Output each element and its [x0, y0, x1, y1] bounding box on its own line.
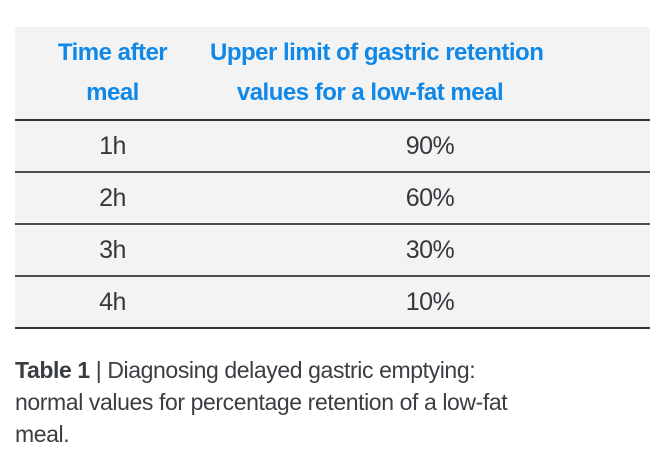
table-row: 1h 90% — [15, 121, 650, 173]
cell-time: 1h — [99, 131, 126, 160]
header-col2-line1: Upper limit of gastric retention — [210, 39, 544, 66]
caption-line-3: meal. — [15, 421, 70, 447]
table-row: 2h 60% — [15, 173, 650, 225]
cell-time: 3h — [99, 235, 126, 264]
cell-time: 4h — [99, 287, 126, 316]
caption-table-label: Table 1 — [15, 357, 90, 383]
caption-line-1: Table 1 | Diagnosing delayed gastric empty… — [15, 354, 507, 386]
header-col1-line2: meal — [86, 79, 139, 106]
cell-retention-value: 30% — [405, 235, 455, 264]
table-header-row: Time after meal Upper limit of gastric r… — [15, 27, 650, 121]
cell-retention-value: 90% — [405, 131, 455, 160]
header-time-after-meal: Time after meal — [15, 33, 210, 113]
table-row: 4h 10% — [15, 277, 650, 329]
header-col1-line1: Time after — [57, 39, 168, 66]
table-caption: Table 1 | Diagnosing delayed gastric empty… — [15, 354, 508, 450]
header-col2-line2: values for a low-fat meal — [236, 79, 504, 106]
table-row: 3h 30% — [15, 225, 650, 277]
caption-line1-text: Diagnosing delayed gastric emptying: — [107, 357, 476, 383]
cell-retention-value: 10% — [405, 287, 455, 316]
gastric-retention-table: Time after meal Upper limit of gastric r… — [15, 27, 650, 329]
cell-retention-value: 60% — [405, 183, 455, 212]
header-upper-limit: Upper limit of gastric retention values … — [210, 33, 544, 113]
cell-time: 2h — [99, 183, 126, 212]
header-spacer — [530, 27, 650, 119]
caption-separator: | — [95, 357, 102, 383]
caption-line-2: normal values for percentage retention o… — [15, 389, 508, 415]
